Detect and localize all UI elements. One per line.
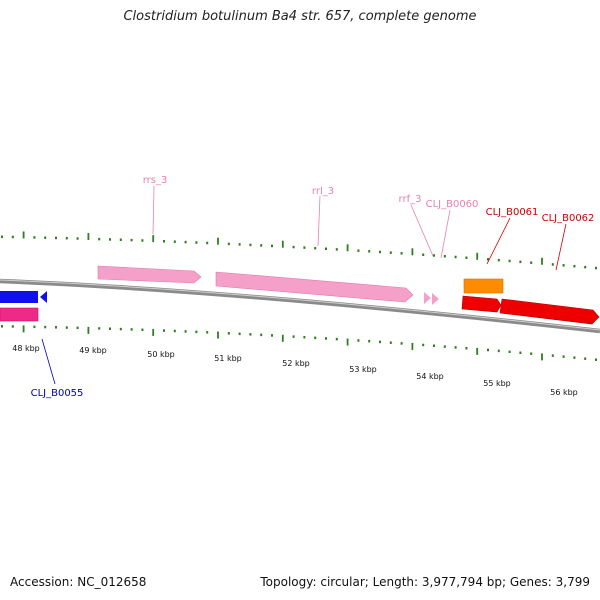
outer-tick-ring bbox=[1, 231, 597, 270]
inner-tick-ring bbox=[1, 325, 597, 361]
callout-rrs-3 bbox=[152, 185, 155, 235]
page-title: Clostridium botulinum Ba4 str. 657, comp… bbox=[123, 9, 477, 24]
feature-clj-b0055[interactable] bbox=[0, 291, 47, 303]
feature-rrl-3[interactable] bbox=[215, 271, 414, 303]
scale-label: 49 kbp bbox=[79, 346, 107, 355]
feature-clj-b0062[interactable] bbox=[499, 298, 600, 325]
scale-label: 50 kbp bbox=[147, 350, 175, 359]
scale-label: 53 kbp bbox=[349, 365, 377, 374]
scale-label: 54 kbp bbox=[416, 372, 444, 381]
genome-backbone bbox=[0, 278, 600, 334]
callout-clj-b0055 bbox=[41, 338, 56, 385]
scale-label: 48 kbp bbox=[12, 344, 40, 353]
callout-clj-b0060 bbox=[440, 209, 451, 259]
feature-rrs-3[interactable] bbox=[97, 265, 202, 284]
scale-label: 56 kbp bbox=[550, 388, 578, 397]
scale-label: 51 kbp bbox=[214, 354, 242, 363]
callout-clj-b0062 bbox=[555, 223, 567, 271]
genome-summary-text: Topology: circular; Length: 3,977,794 bp… bbox=[260, 575, 590, 589]
label-clj-b0061: CLJ_B0061 bbox=[486, 207, 539, 218]
accession-text: Accession: NC_012658 bbox=[10, 575, 147, 589]
label-clj-b0060: CLJ_B0060 bbox=[426, 199, 479, 210]
feature-orange-cds[interactable] bbox=[463, 278, 504, 294]
feature-rrf-3[interactable] bbox=[424, 292, 439, 305]
callout-clj-b0061 bbox=[486, 217, 511, 265]
callout-rrf-3 bbox=[410, 204, 434, 257]
feature-magenta-cds[interactable] bbox=[0, 307, 39, 322]
scale-label: 55 kbp bbox=[483, 379, 511, 388]
label-rrf-3: rrf_3 bbox=[399, 194, 422, 205]
label-clj-b0055: CLJ_B0055 bbox=[31, 388, 84, 399]
feature-clj-b0061[interactable] bbox=[461, 295, 502, 313]
scale-label: 52 kbp bbox=[282, 359, 310, 368]
label-rrl-3: rrl_3 bbox=[312, 186, 334, 197]
scale-labels: 48 kbp 49 kbp 50 kbp 51 kbp 52 kbp 53 kb… bbox=[12, 344, 578, 397]
genome-backbone-highlight bbox=[0, 279, 600, 331]
callout-rrl-3 bbox=[317, 195, 321, 247]
label-clj-b0062: CLJ_B0062 bbox=[542, 213, 595, 224]
label-rrs-3: rrs_3 bbox=[143, 175, 168, 186]
